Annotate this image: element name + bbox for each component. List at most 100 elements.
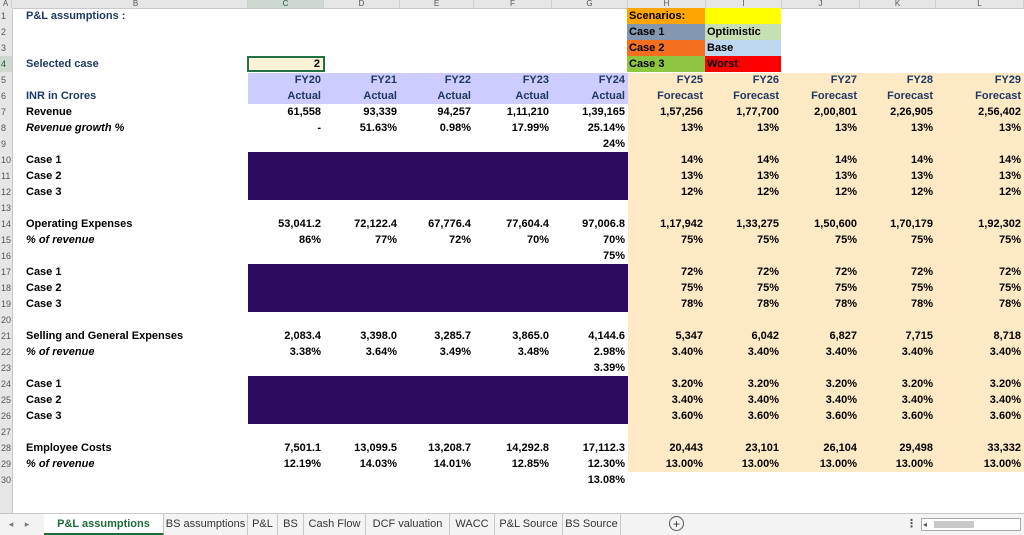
data-cell[interactable]: 67,776.4	[428, 218, 471, 230]
data-cell[interactable]: 72%	[910, 266, 933, 278]
data-cell[interactable]: 0.98%	[439, 122, 471, 134]
data-cell[interactable]: 2.98%	[593, 346, 625, 358]
data-cell[interactable]: 13.00%	[819, 458, 857, 470]
sheet-tab[interactable]: P&L Source	[495, 514, 563, 535]
data-cell[interactable]: 3.40%	[901, 346, 933, 358]
data-cell[interactable]: 13%	[998, 170, 1021, 182]
data-cell[interactable]: 3.20%	[671, 378, 703, 390]
data-cell[interactable]: 3,285.7	[434, 330, 471, 342]
data-cell[interactable]: 1,92,302	[978, 218, 1021, 230]
data-cell[interactable]: 13%	[910, 122, 933, 134]
data-cell[interactable]: 13%	[680, 122, 703, 134]
data-cell[interactable]: 51.63%	[359, 122, 397, 134]
data-cell[interactable]: 24%	[602, 138, 625, 150]
column-header-f[interactable]: F	[474, 0, 552, 8]
sheet-tab[interactable]: Cash Flow	[304, 514, 366, 535]
data-cell[interactable]: 75%	[756, 234, 779, 246]
data-cell[interactable]: 77%	[374, 234, 397, 246]
data-cell[interactable]: 13.00%	[741, 458, 779, 470]
data-cell[interactable]: 3.40%	[671, 394, 703, 406]
prev-sheet-icon[interactable]: ◂	[8, 519, 14, 529]
row-header-5[interactable]: 5	[1, 75, 7, 85]
data-cell[interactable]: 12%	[834, 186, 857, 198]
data-cell[interactable]: 14.03%	[359, 458, 397, 470]
data-cell[interactable]: 13%	[834, 170, 857, 182]
data-cell[interactable]: 75%	[680, 282, 703, 294]
data-cell[interactable]: 13%	[756, 122, 779, 134]
data-cell[interactable]: 23,101	[745, 442, 779, 454]
data-cell[interactable]: 72%	[834, 266, 857, 278]
column-header-d[interactable]: D	[324, 0, 400, 8]
row-header-20[interactable]: 20	[1, 315, 12, 325]
data-cell[interactable]: 3.60%	[901, 410, 933, 422]
sheet-tab[interactable]: BS assumptions	[164, 514, 248, 535]
column-header-l[interactable]: L	[936, 0, 1024, 8]
data-cell[interactable]: 97,006.8	[582, 218, 625, 230]
data-cell[interactable]: 75%	[602, 250, 625, 262]
row-header-25[interactable]: 25	[1, 395, 12, 405]
row-header-1[interactable]: 1	[1, 11, 7, 21]
data-cell[interactable]: 70%	[526, 234, 549, 246]
data-cell[interactable]: 13,208.7	[428, 442, 471, 454]
data-cell[interactable]: -	[317, 122, 321, 134]
column-header-c[interactable]: C	[248, 0, 324, 8]
column-header-e[interactable]: E	[400, 0, 474, 8]
data-cell[interactable]: 13%	[998, 122, 1021, 134]
data-cell[interactable]: 78%	[910, 298, 933, 310]
data-cell[interactable]: 75%	[756, 282, 779, 294]
data-cell[interactable]: 3,398.0	[360, 330, 397, 342]
data-cell[interactable]: 3.20%	[747, 378, 779, 390]
data-cell[interactable]: 3.60%	[825, 410, 857, 422]
row-header-14[interactable]: 14	[1, 219, 12, 229]
data-cell[interactable]: 29,498	[899, 442, 933, 454]
column-header-k[interactable]: K	[860, 0, 936, 8]
data-cell[interactable]: 75%	[998, 234, 1021, 246]
data-cell[interactable]: 7,501.1	[284, 442, 321, 454]
data-cell[interactable]: 2,00,801	[814, 106, 857, 118]
row-header-7[interactable]: 7	[1, 107, 7, 117]
data-cell[interactable]: 78%	[680, 298, 703, 310]
data-cell[interactable]: 14%	[756, 154, 779, 166]
data-cell[interactable]: 1,11,210	[506, 106, 549, 118]
spreadsheet-grid[interactable]: P&L assumptions : Selected case 2 Scenarios…	[12, 8, 1024, 513]
row-header-11[interactable]: 11	[1, 171, 11, 181]
data-cell[interactable]: 3.64%	[365, 346, 397, 358]
data-cell[interactable]: 75%	[998, 282, 1021, 294]
data-cell[interactable]: 72%	[756, 266, 779, 278]
data-cell[interactable]: 4,144.6	[588, 330, 625, 342]
row-header-8[interactable]: 8	[1, 123, 7, 133]
data-cell[interactable]: 2,083.4	[284, 330, 321, 342]
data-cell[interactable]: 12%	[910, 186, 933, 198]
data-cell[interactable]: 14%	[998, 154, 1021, 166]
row-header-29[interactable]: 29	[1, 459, 12, 469]
scroll-thumb[interactable]	[934, 521, 974, 528]
sheet-tab[interactable]: BS	[278, 514, 304, 535]
data-cell[interactable]: 72%	[448, 234, 471, 246]
column-header-a[interactable]: A	[0, 0, 12, 8]
scroll-left-icon[interactable]: ◂	[923, 520, 928, 529]
data-cell[interactable]: 53,041.2	[278, 218, 321, 230]
data-cell[interactable]: 13.00%	[983, 458, 1021, 470]
sheet-tab[interactable]: P&L assumptions	[44, 514, 164, 535]
data-cell[interactable]: 12%	[680, 186, 703, 198]
row-header-17[interactable]: 17	[1, 267, 12, 277]
row-header-2[interactable]: 2	[1, 27, 7, 37]
data-cell[interactable]: 3.40%	[901, 394, 933, 406]
data-cell[interactable]: 8,718	[993, 330, 1021, 342]
data-cell[interactable]: 14,292.8	[506, 442, 549, 454]
data-cell[interactable]: 14%	[910, 154, 933, 166]
row-header-24[interactable]: 24	[1, 379, 12, 389]
column-header-g[interactable]: G	[552, 0, 628, 8]
data-cell[interactable]: 13%	[756, 170, 779, 182]
data-cell[interactable]: 3.40%	[825, 394, 857, 406]
data-cell[interactable]: 93,339	[363, 106, 397, 118]
data-cell[interactable]: 75%	[680, 234, 703, 246]
data-cell[interactable]: 3.20%	[825, 378, 857, 390]
row-header-19[interactable]: 19	[1, 299, 12, 309]
data-cell[interactable]: 78%	[998, 298, 1021, 310]
data-cell[interactable]: 1,57,256	[660, 106, 703, 118]
data-cell[interactable]: 13.00%	[665, 458, 703, 470]
row-header-16[interactable]: 16	[1, 251, 12, 261]
data-cell[interactable]: 12.30%	[587, 458, 625, 470]
data-cell[interactable]: 1,39,165	[582, 106, 625, 118]
